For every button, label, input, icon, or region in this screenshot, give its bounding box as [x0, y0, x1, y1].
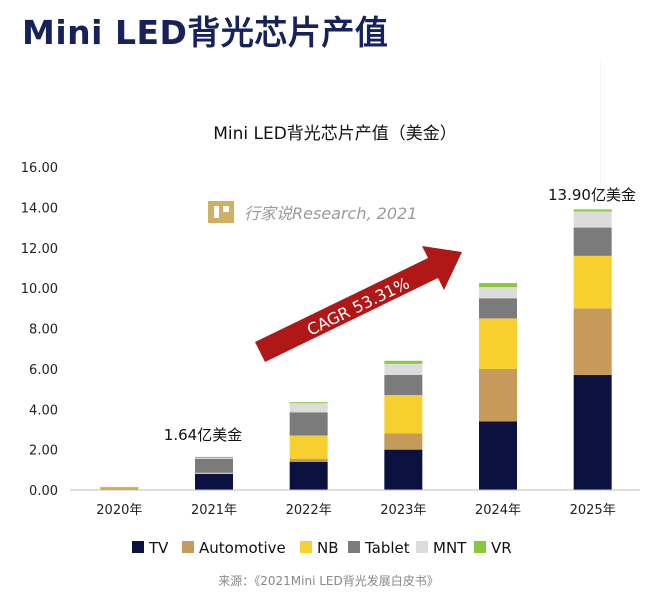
legend-swatch-nb	[300, 541, 312, 553]
y-tick-label: 2.00	[29, 444, 58, 459]
y-tick-label: 10.00	[21, 282, 58, 297]
bar-segment-automotive-0	[100, 487, 139, 490]
y-tick-label: 12.00	[21, 242, 58, 257]
bar-segment-nb-4	[479, 318, 517, 369]
bar-segment-nb-5	[573, 255, 612, 309]
bar-segment-automotive-4	[479, 368, 517, 422]
bar-segment-mnt-3	[384, 363, 423, 375]
bar-segment-tablet-1	[195, 458, 233, 473]
bar-segment-tv-1	[195, 473, 233, 490]
bar-segment-tv-5	[573, 374, 612, 490]
y-tick-label: 14.00	[21, 201, 58, 216]
bar-segment-automotive-3	[384, 433, 423, 450]
legend-label-nb: NB	[317, 539, 339, 557]
watermark-text: 行家说Research, 2021	[244, 204, 417, 223]
cagr-label: CAGR 53.31%	[304, 273, 413, 339]
x-tick-label: 2023年	[380, 503, 426, 518]
bar-segment-nb-0	[100, 487, 139, 489]
legend-label-tablet: Tablet	[364, 539, 410, 557]
bar-segment-vr-2	[289, 402, 328, 404]
chart-title: Mini LED背光芯片产值（美金）	[213, 124, 457, 144]
legend-swatch-tablet	[348, 541, 360, 553]
watermark: 行家说Research, 2021	[208, 201, 417, 223]
y-tick-label: 0.00	[29, 484, 58, 499]
annotation-2021-total: 1.64亿美金	[164, 426, 242, 444]
bar-segment-tv-4	[479, 421, 517, 490]
x-tick-label: 2024年	[475, 503, 521, 518]
y-tick-label: 6.00	[29, 363, 58, 378]
y-tick-label: 8.00	[29, 323, 58, 338]
bar-segment-nb-3	[384, 395, 423, 434]
stacked-bar-chart: Mini LED背光芯片产值（美金） 行家说Research, 2021 0.0…	[21, 124, 640, 557]
bar-segment-tablet-2	[289, 412, 328, 436]
bar-segment-mnt-4	[479, 287, 517, 299]
bars-group	[100, 209, 612, 490]
bar-segment-tablet-4	[479, 298, 517, 319]
bar-segment-automotive-5	[573, 308, 612, 375]
bar-segment-tv-2	[289, 461, 328, 490]
legend-label-vr: VR	[491, 539, 512, 557]
cagr-arrow: CAGR 53.31%	[255, 246, 462, 362]
bar-segment-automotive-2	[289, 458, 328, 462]
arrow-shape	[255, 246, 462, 362]
bar-segment-nb-1	[195, 472, 233, 474]
y-tick-label: 4.00	[29, 403, 58, 418]
bar-segment-vr-3	[384, 360, 423, 364]
annotation-2025-total: 13.90亿美金	[548, 186, 636, 204]
bar-segment-tablet-5	[573, 227, 612, 256]
bar-segment-vr-5	[573, 209, 612, 212]
legend-swatch-mnt	[416, 541, 428, 553]
bar-segment-vr-4	[479, 283, 517, 288]
y-tick-label: 16.00	[21, 161, 58, 176]
page-title: Mini LED背光芯片产值	[22, 13, 389, 52]
legend-swatch-tv	[132, 541, 144, 553]
source-caption: 来源：《2021Mini LED背光发展白皮书》	[218, 574, 439, 588]
bar-segment-vr-0	[100, 486, 139, 488]
x-tick-label: 2021年	[191, 503, 237, 518]
bar-segment-tablet-3	[384, 374, 423, 396]
x-tick-label: 2020年	[96, 503, 142, 518]
legend-swatch-automotive	[182, 541, 194, 553]
x-tick-label: 2022年	[286, 503, 332, 518]
bar-segment-mnt-5	[573, 211, 612, 228]
x-tick-label: 2025年	[570, 503, 616, 518]
bar-segment-mnt-2	[289, 403, 328, 413]
bar-segment-vr-1	[195, 456, 233, 458]
legend-label-mnt: MNT	[433, 539, 467, 557]
bar-segment-tv-3	[384, 449, 423, 490]
bar-segment-mnt-1	[195, 457, 233, 459]
legend: TV Automotive NB Tablet MNT VR	[132, 539, 512, 557]
y-axis: 0.00 2.00 4.00 6.00 8.00 10.00 12.00 14.00 16.00	[21, 161, 58, 499]
legend-swatch-vr	[474, 541, 486, 553]
x-axis: 2020年 2021年 2022年 2023年 2024年 2025年	[70, 489, 640, 518]
bar-segment-nb-2	[289, 435, 328, 459]
watermark-logo-icon	[208, 201, 234, 223]
legend-label-automotive: Automotive	[199, 539, 286, 557]
legend-label-tv: TV	[148, 539, 169, 557]
